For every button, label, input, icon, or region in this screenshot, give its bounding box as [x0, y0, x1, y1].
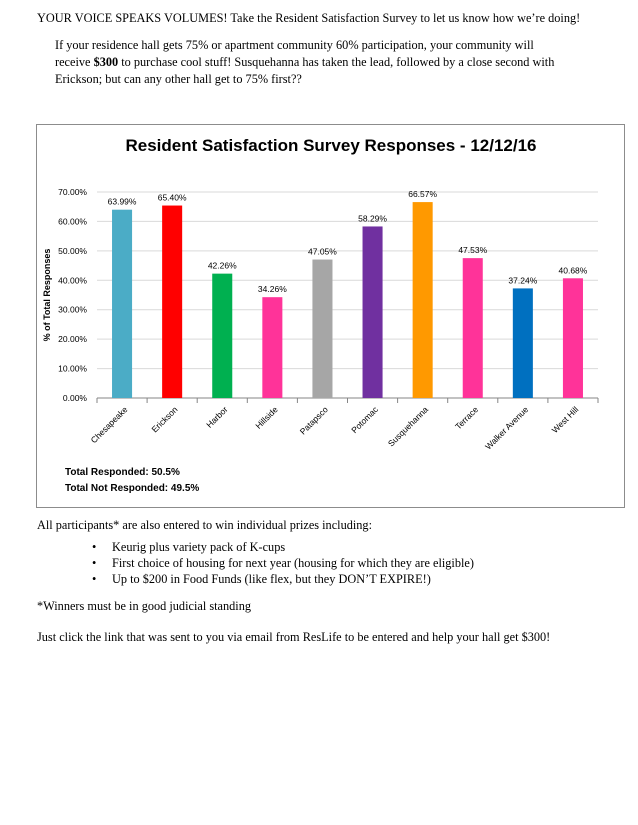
- chart-container: Resident Satisfaction Survey Responses -…: [36, 124, 625, 508]
- intro-paragraph-line-2: receive $300 to purchase cool stuff! Sus…: [55, 55, 554, 70]
- bar-erickson: [162, 205, 183, 398]
- bar-hillside: [262, 297, 283, 398]
- x-tick-label: Chesapeake: [89, 404, 130, 445]
- chart-title: Resident Satisfaction Survey Responses -…: [125, 136, 536, 155]
- x-tick-label: Potomac: [349, 404, 380, 435]
- bar-west-hill: [562, 278, 583, 398]
- bullet-icon: •: [92, 572, 97, 586]
- intro-paragraph-line-3: Erickson; but can any other hall get to …: [55, 72, 302, 86]
- prize-text: Up to $200 in Food Funds (like flex, but…: [112, 572, 431, 586]
- data-label: 65.40%: [158, 193, 187, 203]
- y-tick-label: 70.00%: [58, 187, 87, 197]
- bar-terrace: [462, 258, 483, 398]
- prize-text: First choice of housing for next year (h…: [112, 556, 474, 570]
- x-tick-label: Harbor: [204, 404, 230, 430]
- text: to purchase cool stuff! Susquehanna has …: [118, 55, 555, 69]
- bar-walker-avenue: [512, 288, 533, 398]
- data-label: 47.53%: [458, 245, 487, 255]
- y-tick-label: 20.00%: [58, 334, 87, 344]
- x-tick-label: West Hill: [550, 404, 581, 435]
- bullet-icon: •: [92, 556, 97, 570]
- data-label: 37.24%: [508, 275, 537, 285]
- data-label: 40.68%: [559, 265, 588, 275]
- x-tick-label: Erickson: [149, 404, 179, 434]
- data-label: 47.05%: [308, 247, 337, 257]
- y-tick-label: 0.00%: [63, 393, 88, 403]
- data-label: 58.29%: [358, 213, 387, 223]
- prize-item: • Keurig plus variety pack of K-cups: [92, 540, 285, 555]
- prizes-intro: All participants* are also entered to wi…: [37, 518, 373, 532]
- closing-line: Just click the link that was sent to you…: [37, 630, 551, 644]
- bar-susquehanna: [412, 202, 433, 398]
- prize-item: • Up to $200 in Food Funds (like flex, bu…: [92, 572, 431, 587]
- text: receive: [55, 55, 94, 69]
- x-tick-label: Hillside: [253, 404, 280, 431]
- y-tick-label: 30.00%: [58, 305, 87, 315]
- x-tick-label: Patapsco: [298, 404, 330, 436]
- data-label: 63.99%: [108, 197, 137, 207]
- x-tick-label: Walker Avenue: [483, 404, 530, 451]
- y-tick-label: 10.00%: [58, 364, 87, 374]
- bar-potomac: [362, 226, 383, 398]
- x-tick-label: Susquehanna: [386, 404, 430, 448]
- bar-chart: Resident Satisfaction Survey Responses -…: [42, 136, 599, 494]
- bullet-icon: •: [92, 540, 97, 554]
- prize-item: • First choice of housing for next year (…: [92, 556, 474, 571]
- y-tick-label: 40.00%: [58, 275, 87, 285]
- total-not-responded: Total Not Responded: 49.5%: [65, 483, 199, 494]
- bar-chesapeake: [112, 209, 133, 398]
- y-tick-label: 60.00%: [58, 216, 87, 226]
- y-tick-label: 50.00%: [58, 246, 87, 256]
- y-axis-label: % of Total Responses: [42, 249, 52, 342]
- data-label: 34.26%: [258, 284, 287, 294]
- prize-text: Keurig plus variety pack of K-cups: [112, 540, 286, 554]
- x-tick-label: Terrace: [453, 404, 480, 431]
- data-label: 66.57%: [408, 189, 437, 199]
- intro-paragraph-line-1: If your residence hall gets 75% or apart…: [55, 38, 534, 52]
- headline: YOUR VOICE SPEAKS VOLUMES! Take the Resi…: [37, 11, 581, 25]
- data-label: 42.26%: [208, 261, 237, 271]
- total-responded: Total Responded: 50.5%: [65, 467, 180, 478]
- bar-harbor: [212, 273, 233, 398]
- prize-amount: $300: [93, 55, 119, 69]
- footnote: *Winners must be in good judicial standi…: [37, 599, 251, 613]
- bar-patapsco: [312, 259, 333, 398]
